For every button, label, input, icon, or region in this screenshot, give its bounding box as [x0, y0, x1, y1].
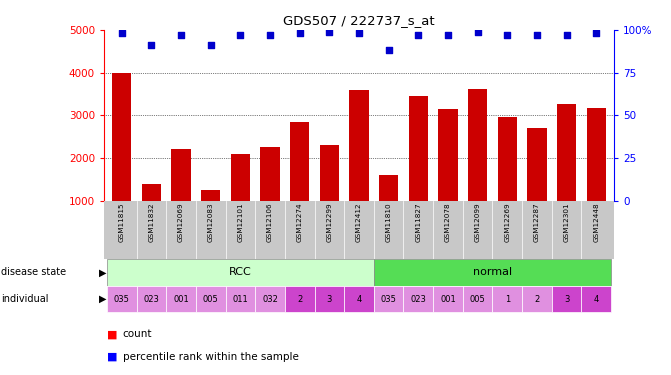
Bar	[196, 286, 225, 312]
Text: GSM12299: GSM12299	[326, 202, 332, 242]
Text: GSM12287: GSM12287	[534, 202, 540, 242]
Point	[235, 32, 246, 38]
Text: GSM12269: GSM12269	[504, 202, 510, 242]
Bar	[112, 73, 132, 243]
Bar	[137, 286, 166, 312]
Bar	[433, 286, 463, 312]
Text: 001: 001	[173, 295, 189, 304]
Text: GSM12078: GSM12078	[445, 202, 451, 242]
Text: disease state: disease state	[1, 267, 66, 278]
Point	[383, 48, 394, 54]
Text: 023: 023	[411, 295, 426, 304]
Bar	[463, 286, 493, 312]
Bar	[581, 286, 611, 312]
Point	[205, 42, 216, 48]
Bar	[315, 286, 344, 312]
Text: GSM12099: GSM12099	[474, 202, 480, 242]
Bar	[468, 89, 487, 243]
Point	[354, 30, 364, 36]
Bar	[107, 259, 374, 286]
Text: GSM12106: GSM12106	[267, 202, 273, 242]
Text: 1: 1	[505, 295, 510, 304]
Point	[413, 32, 423, 38]
Bar	[225, 286, 255, 312]
Text: 032: 032	[262, 295, 278, 304]
Text: GSM12274: GSM12274	[297, 202, 303, 242]
Point	[295, 30, 305, 36]
Text: GSM12101: GSM12101	[238, 202, 244, 242]
Bar	[290, 122, 309, 243]
Bar	[285, 286, 315, 312]
Bar	[498, 117, 517, 243]
Point	[561, 32, 572, 38]
Point	[590, 30, 601, 36]
Text: GSM11827: GSM11827	[415, 202, 421, 242]
Bar	[379, 175, 399, 243]
Bar	[557, 104, 576, 243]
Bar	[344, 286, 374, 312]
Text: 4: 4	[356, 295, 362, 304]
Text: 035: 035	[380, 295, 397, 304]
Point	[443, 32, 454, 38]
Bar	[552, 286, 581, 312]
Point	[502, 32, 513, 38]
Text: 035: 035	[114, 295, 130, 304]
Bar	[374, 259, 611, 286]
Bar	[586, 108, 606, 243]
Bar	[142, 183, 161, 243]
Point	[117, 30, 127, 36]
Text: percentile rank within the sample: percentile rank within the sample	[123, 352, 299, 362]
Bar	[260, 147, 280, 243]
Text: GSM12069: GSM12069	[178, 202, 184, 242]
Bar	[231, 154, 250, 243]
Bar	[319, 145, 339, 243]
Bar	[350, 90, 368, 243]
Text: GSM12448: GSM12448	[593, 202, 599, 242]
Text: GSM11832: GSM11832	[148, 202, 154, 242]
Point	[264, 32, 275, 38]
Bar	[409, 96, 428, 243]
Text: individual: individual	[1, 294, 49, 304]
Text: 4: 4	[594, 295, 599, 304]
Text: normal: normal	[473, 267, 512, 278]
Point	[176, 32, 187, 38]
Bar	[438, 109, 458, 243]
Text: ▶: ▶	[99, 294, 107, 304]
Text: GSM12083: GSM12083	[208, 202, 214, 242]
Text: ▶: ▶	[99, 267, 107, 278]
Text: 2: 2	[297, 295, 303, 304]
Text: ■: ■	[107, 329, 118, 339]
Bar	[107, 286, 137, 312]
Bar	[255, 286, 285, 312]
Bar	[403, 286, 433, 312]
Text: RCC: RCC	[229, 267, 252, 278]
Text: 3: 3	[327, 295, 332, 304]
Text: 005: 005	[203, 295, 219, 304]
Point	[146, 42, 157, 48]
Text: GSM11815: GSM11815	[119, 202, 125, 242]
Text: GSM11810: GSM11810	[386, 202, 392, 242]
Bar	[374, 286, 403, 312]
Bar	[527, 128, 546, 243]
Text: ■: ■	[107, 352, 118, 362]
Text: 3: 3	[564, 295, 569, 304]
Title: GDS507 / 222737_s_at: GDS507 / 222737_s_at	[283, 15, 435, 27]
Point	[472, 29, 483, 35]
Text: count: count	[123, 329, 152, 339]
Text: 023: 023	[144, 295, 160, 304]
Bar	[201, 190, 220, 243]
Bar	[493, 286, 522, 312]
Text: 2: 2	[534, 295, 539, 304]
Bar	[166, 286, 196, 312]
Bar	[172, 149, 191, 243]
Text: GSM12301: GSM12301	[564, 202, 570, 242]
Text: GSM12412: GSM12412	[356, 202, 362, 242]
Text: 005: 005	[470, 295, 485, 304]
Bar	[522, 286, 552, 312]
Point	[324, 29, 335, 35]
Text: 011: 011	[233, 295, 248, 304]
Point	[531, 32, 542, 38]
Text: 001: 001	[440, 295, 456, 304]
